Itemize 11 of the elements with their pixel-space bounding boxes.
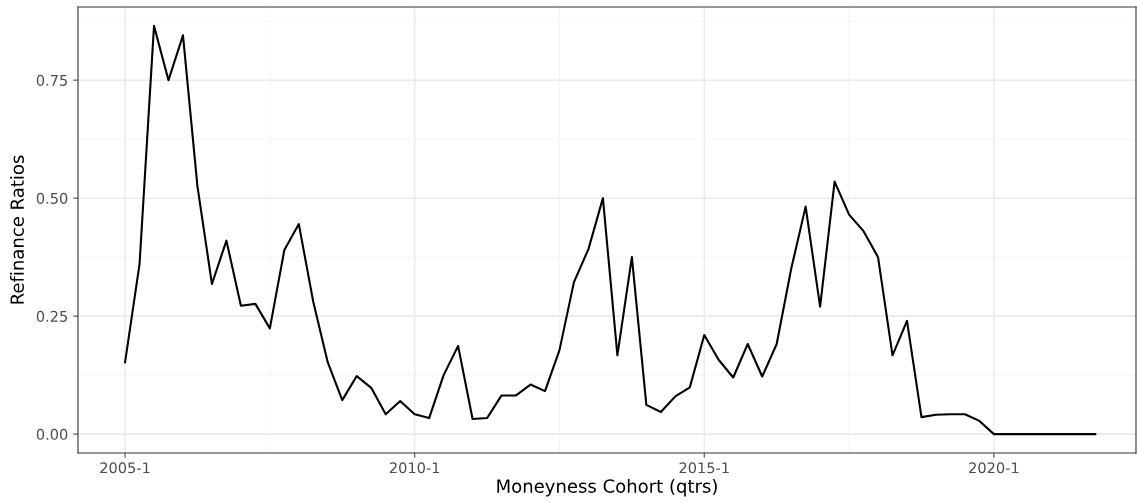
y-tick-label: 0.25 <box>36 310 67 322</box>
line-series <box>124 24 1097 436</box>
x-tick-label: 2015-1 <box>679 462 729 474</box>
x-tick-label: 2020-1 <box>969 462 1019 474</box>
x-tick-label: 2005-1 <box>100 462 150 474</box>
x-axis-title: Moneyness Cohort (qtrs) <box>497 478 717 497</box>
y-axis-title: Refinance Ratios <box>10 155 24 304</box>
y-tick-label: 0.75 <box>36 74 67 86</box>
y-tick-label: 0.00 <box>36 428 68 440</box>
y-tick-label: 0.50 <box>36 192 68 204</box>
x-tick-label: 2010-1 <box>389 462 440 474</box>
